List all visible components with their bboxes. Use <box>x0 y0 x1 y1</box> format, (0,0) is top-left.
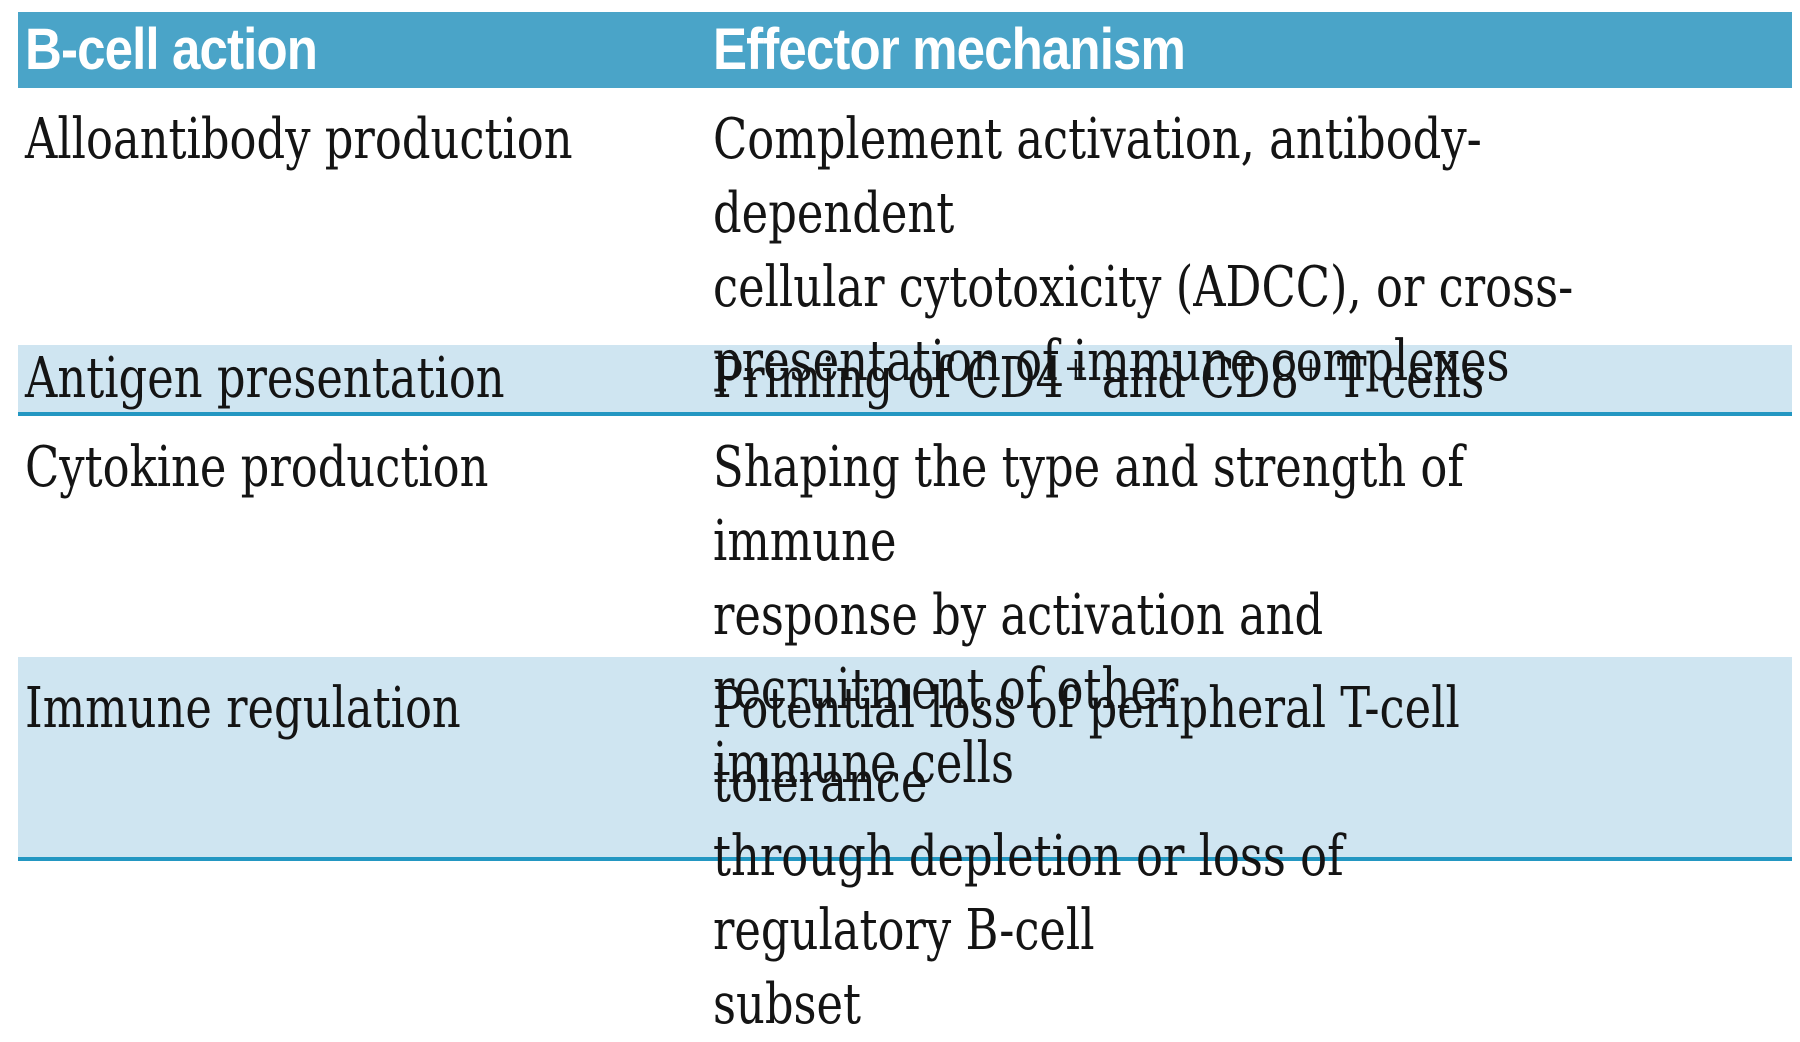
header-cell-effector-mechanism: Effector mechanism <box>713 12 1792 88</box>
action-text: Alloantibody production <box>25 107 573 172</box>
table-row: Cytokine production Shaping the type and… <box>18 416 1792 796</box>
mechanism-cell: Shaping the type and strength of immune … <box>713 416 1792 801</box>
table-row: Alloantibody production Complement activ… <box>18 88 1792 394</box>
action-cell: Antigen presentation <box>18 345 713 412</box>
mechanism-cell: Potential loss of peripheral T-cell tole… <box>713 657 1792 1042</box>
mechanism-text: Potential loss of peripheral T-cell tole… <box>713 676 1460 1037</box>
mechanism-text: Shaping the type and strength of immune … <box>713 435 1464 796</box>
action-text: Immune regulation <box>25 676 461 741</box>
mechanism-cell: Priming of CD4⁺ and CD8⁺ T cells <box>713 345 1792 412</box>
action-cell: Cytokine production <box>18 416 713 801</box>
header-cell-b-cell-action: B-cell action <box>18 12 713 88</box>
mechanism-text: Complement activation, antibody-dependen… <box>713 107 1574 394</box>
mechanism-cell: Complement activation, antibody-dependen… <box>713 88 1792 399</box>
column-header-label: Effector mechanism <box>713 17 1186 82</box>
action-text: Cytokine production <box>25 435 489 500</box>
table-header-row: B-cell action Effector mechanism <box>18 12 1792 88</box>
action-text: Antigen presentation <box>25 346 505 411</box>
action-cell: Immune regulation <box>18 657 713 1042</box>
column-header-label: B-cell action <box>25 17 318 82</box>
action-cell: Alloantibody production <box>18 88 713 399</box>
b-cell-effector-table: B-cell action Effector mechanism Alloant… <box>18 12 1792 1037</box>
table-row: Antigen presentation Priming of CD4⁺ and… <box>18 345 1792 416</box>
table-row: Immune regulation Potential loss of peri… <box>18 657 1792 1037</box>
mechanism-text: Priming of CD4⁺ and CD8⁺ T cells <box>713 346 1485 411</box>
